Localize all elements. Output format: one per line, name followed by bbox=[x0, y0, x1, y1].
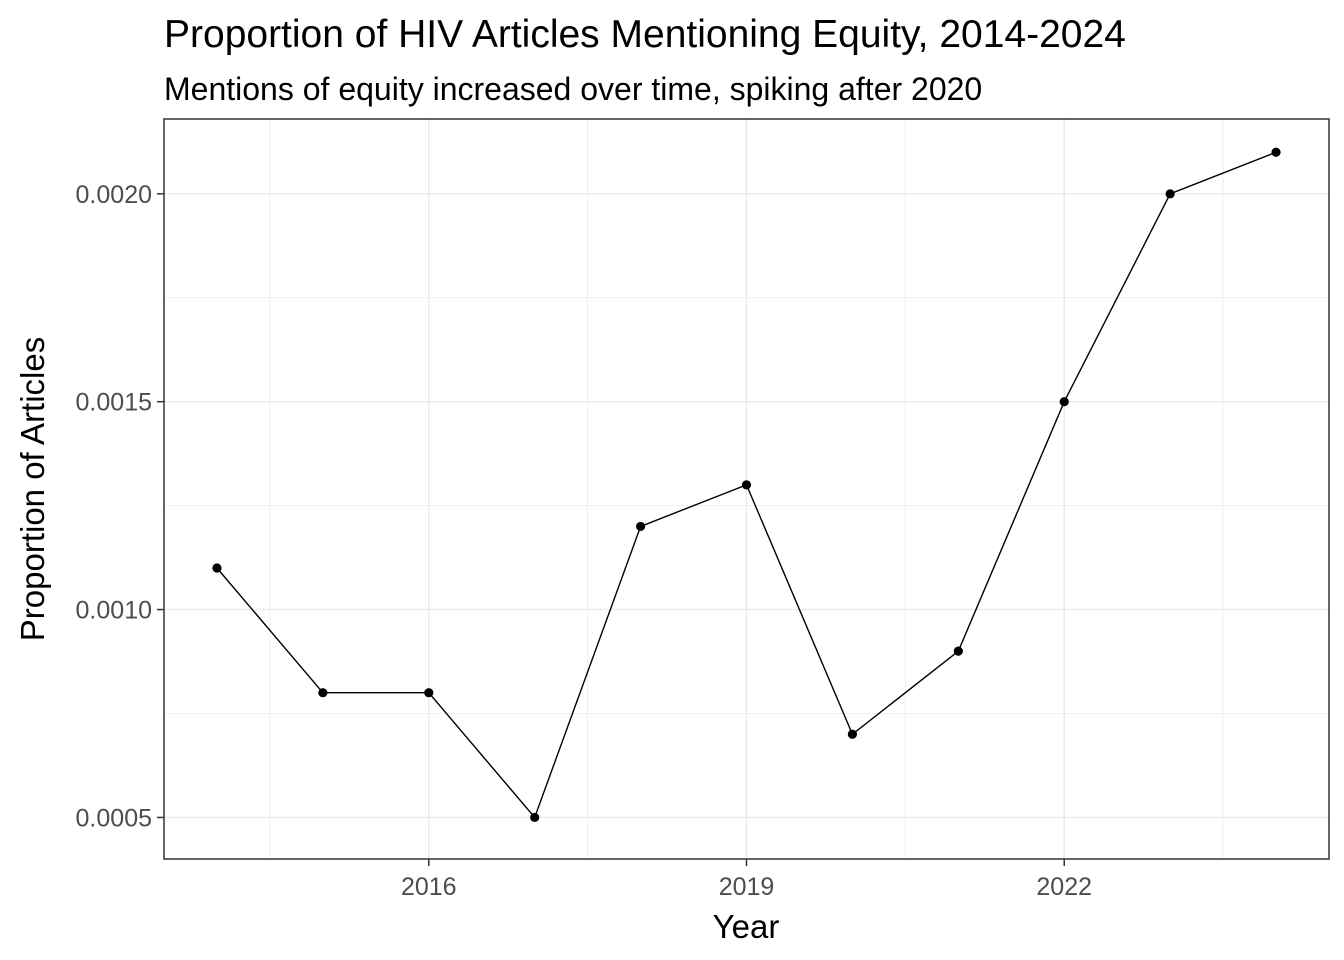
chart-title: Proportion of HIV Articles Mentioning Eq… bbox=[164, 13, 1126, 56]
data-point bbox=[1059, 397, 1069, 407]
data-point bbox=[847, 729, 858, 739]
data-point bbox=[318, 688, 328, 698]
y-tick-label: 0.0020 bbox=[76, 181, 152, 209]
x-axis-title: Year bbox=[713, 908, 780, 945]
x-tick-label: 2019 bbox=[719, 873, 775, 901]
data-point bbox=[953, 646, 963, 656]
y-tick-label: 0.0015 bbox=[76, 389, 152, 417]
x-tick-label: 2022 bbox=[1036, 873, 1092, 901]
y-axis: 0.0005 0.0010 0.0015 0.0020 bbox=[76, 181, 164, 832]
data-points bbox=[212, 147, 1281, 823]
x-axis: 2016 2019 2022 bbox=[401, 859, 1092, 901]
data-point bbox=[741, 480, 752, 490]
data-point bbox=[1271, 147, 1281, 157]
data-point bbox=[212, 563, 222, 573]
x-tick-label: 2016 bbox=[401, 873, 457, 901]
chart-subtitle: Mentions of equity increased over time, … bbox=[164, 71, 982, 107]
plot-panel bbox=[163, 118, 1330, 860]
y-axis-title: Proportion of Articles bbox=[14, 337, 51, 641]
data-point bbox=[1165, 189, 1175, 199]
data-point bbox=[530, 812, 540, 823]
y-tick-label: 0.0005 bbox=[76, 804, 152, 832]
y-tick-label: 0.0010 bbox=[76, 597, 152, 625]
data-point bbox=[424, 688, 434, 698]
data-point bbox=[635, 521, 646, 532]
major-grid bbox=[164, 119, 1329, 859]
